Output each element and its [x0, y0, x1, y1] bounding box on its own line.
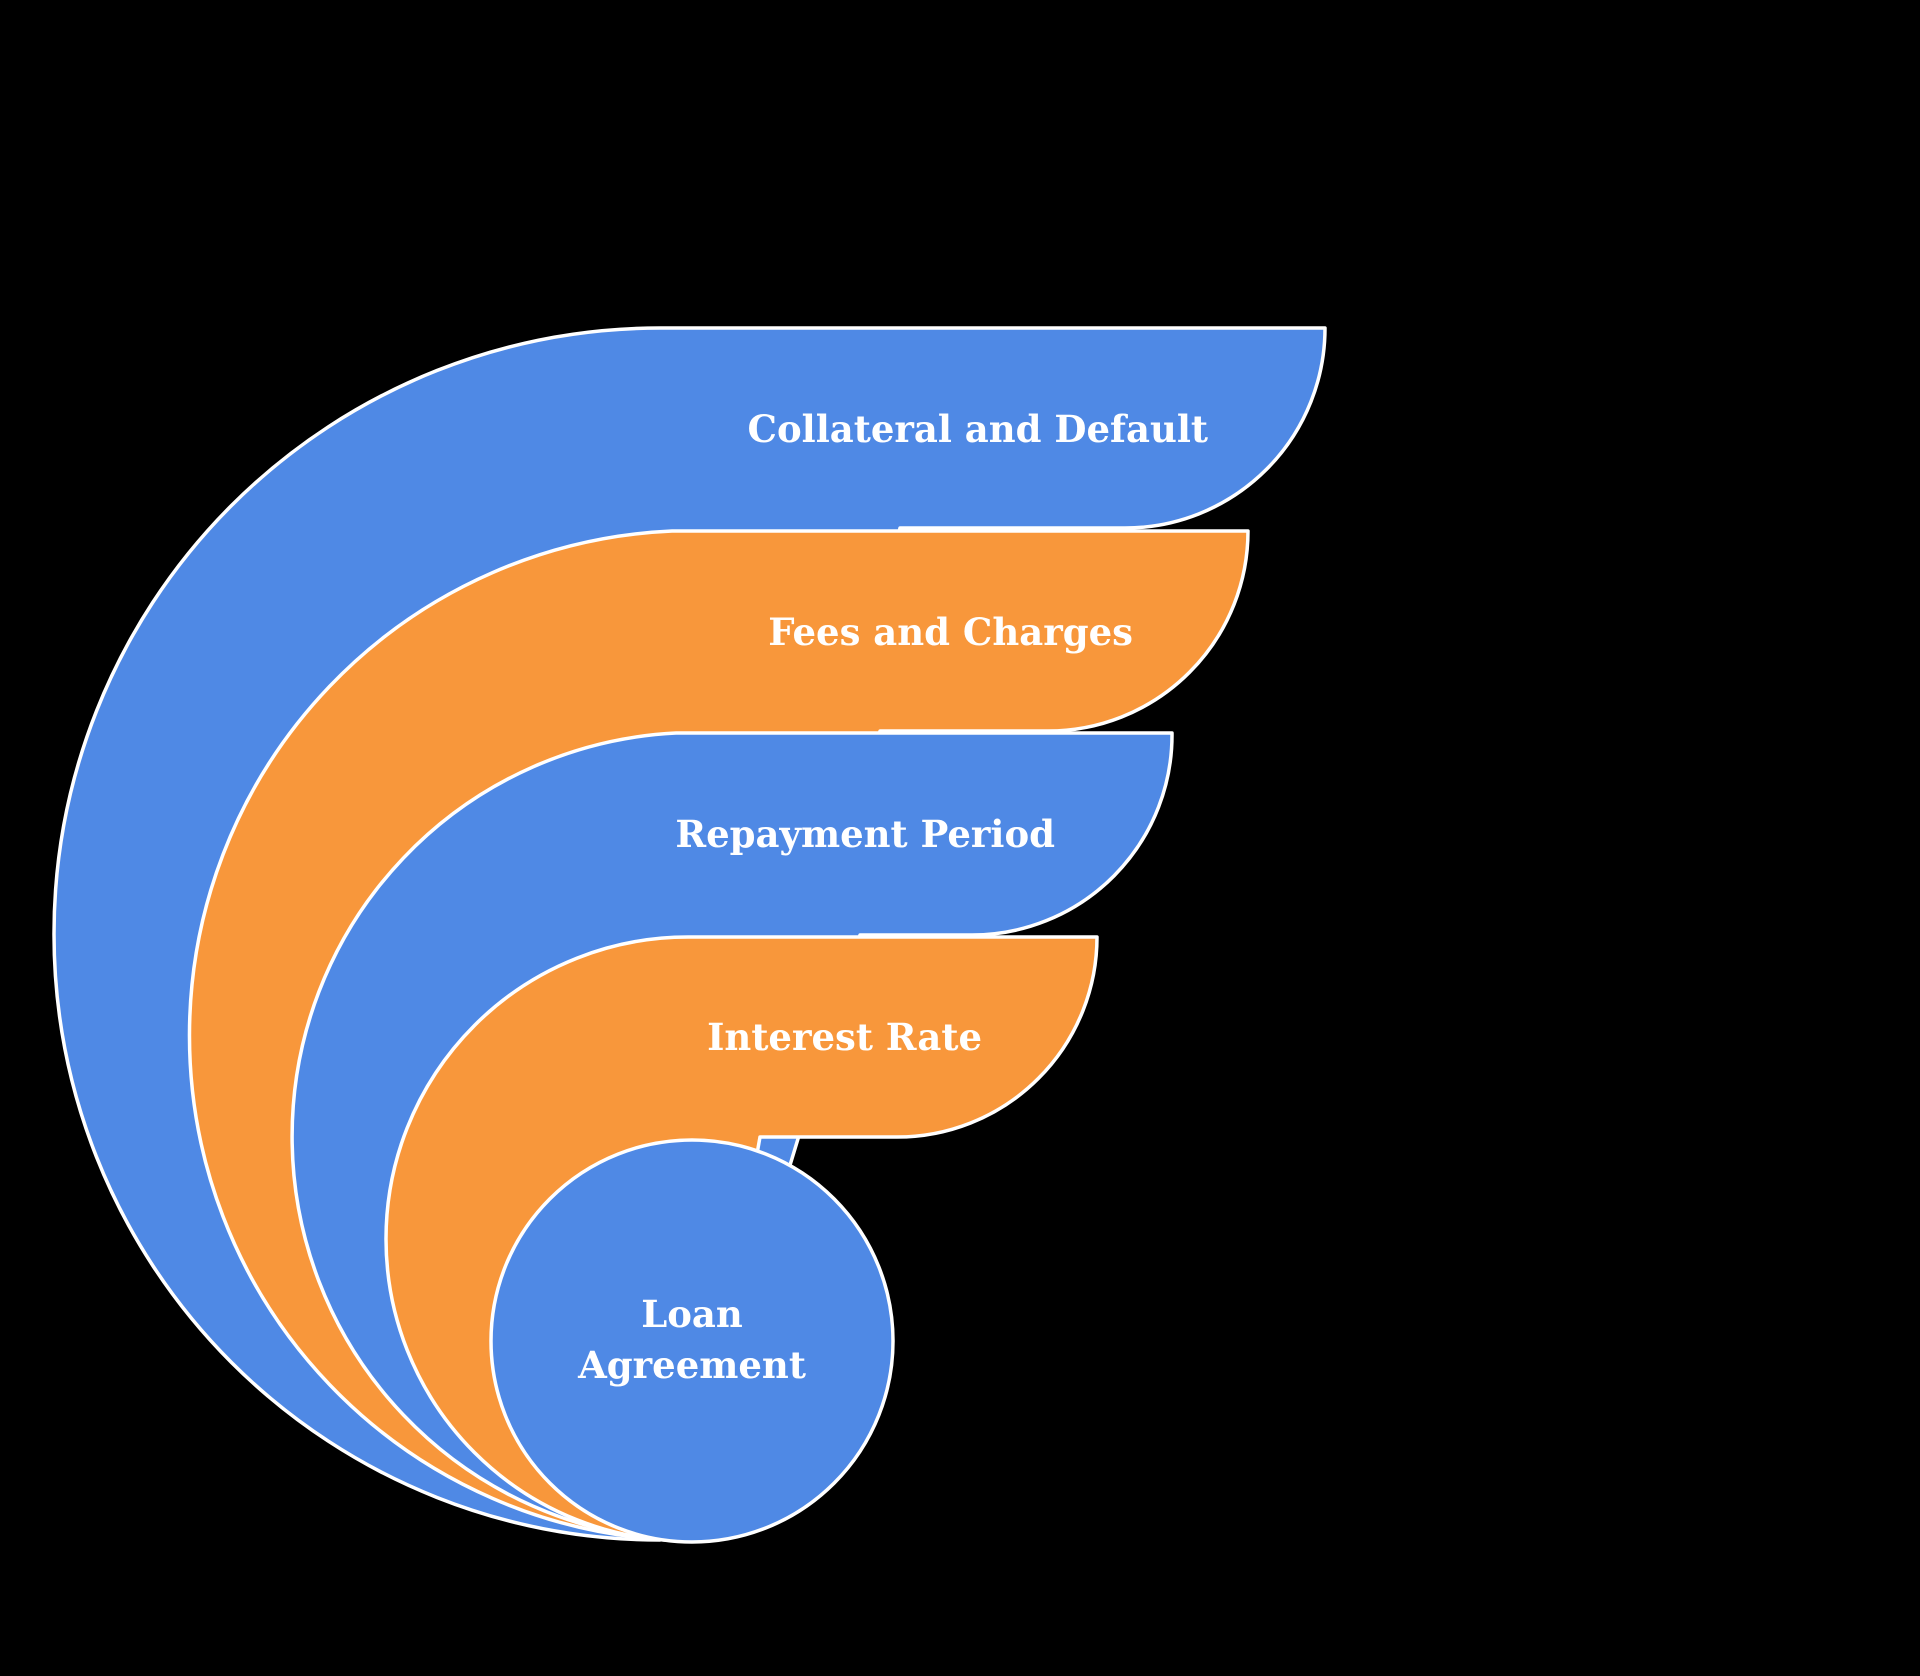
layer-label: Fees and Charges: [768, 610, 1133, 654]
layer-label: Collateral and Default: [748, 407, 1208, 451]
layer-label: Interest Rate: [707, 1015, 982, 1059]
core-circle: [489, 1138, 895, 1544]
core-label-line1: Loan: [641, 1292, 743, 1336]
layer-label: Repayment Period: [675, 812, 1055, 856]
core-label-line2: Agreement: [577, 1343, 806, 1387]
core-loan-agreement: Loan Agreement: [489, 1138, 895, 1544]
